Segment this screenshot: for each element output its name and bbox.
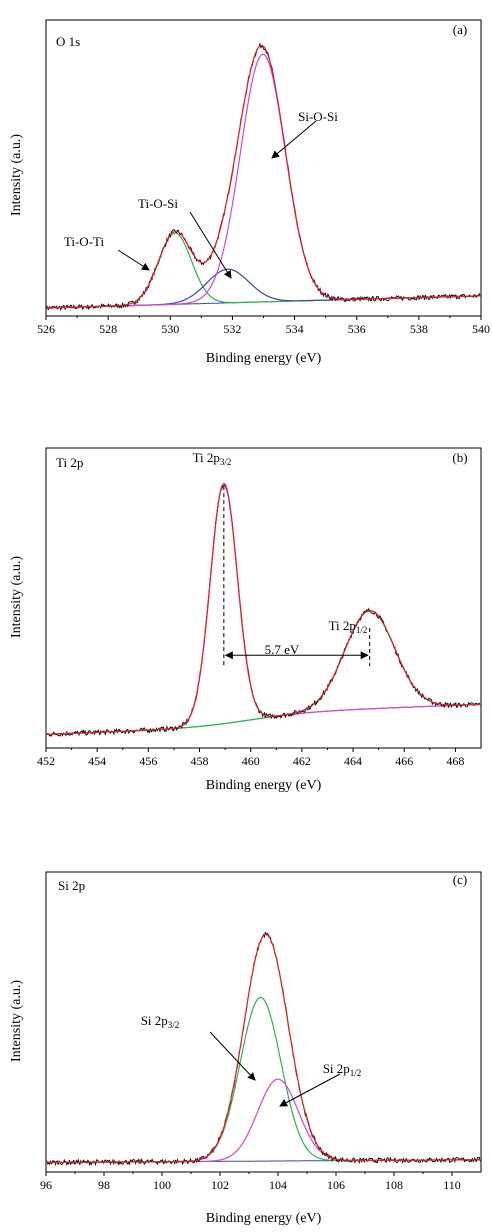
baseline-curve — [46, 703, 481, 735]
component-curve — [46, 483, 481, 735]
x-tick-label: 106 — [327, 1178, 345, 1192]
x-tick-label: 468 — [446, 754, 464, 768]
x-tick-label: 108 — [385, 1178, 403, 1192]
x-tick-label: 528 — [99, 322, 117, 336]
component-curve — [45, 1078, 481, 1164]
peak-annotation: 5.7 eV — [265, 642, 300, 657]
x-axis-label: Binding energy (eV) — [206, 778, 322, 793]
annotation-arrow — [209, 1031, 256, 1081]
raw-spectrum — [45, 43, 482, 312]
x-tick-label: 460 — [242, 754, 260, 768]
x-tick-label: 104 — [269, 1178, 287, 1192]
component-curve — [46, 53, 481, 309]
envelope-curve — [46, 483, 481, 735]
x-tick-label: 96 — [40, 1178, 52, 1192]
annotation-arrow — [117, 249, 150, 271]
x-tick-label: 532 — [223, 322, 241, 336]
raw-spectrum — [45, 930, 482, 1167]
peak-annotation: Ti 2p3/2 — [193, 450, 232, 467]
x-axis-label: Binding energy (eV) — [206, 351, 322, 366]
peak-annotation: Ti 2p1/2 — [329, 618, 368, 635]
x-axis-label: Binding energy (eV) — [206, 1211, 322, 1226]
x-tick-label: 452 — [37, 754, 55, 768]
peak-annotation: Si-O-Si — [298, 109, 338, 124]
envelope-curve — [45, 933, 481, 1164]
panel-label: (c) — [453, 872, 467, 887]
plot-frame — [45, 19, 482, 317]
annotation-arrow — [189, 211, 232, 279]
peak-annotation: Ti-O-Ti — [64, 234, 105, 249]
x-tick-label: 464 — [344, 754, 362, 768]
peak-annotation: Ti-O-Si — [138, 196, 178, 211]
component-curve — [46, 232, 481, 309]
x-tick-label: 458 — [191, 754, 209, 768]
component-curve — [46, 609, 481, 735]
peak-annotation: Si 2p1/2 — [323, 1061, 362, 1078]
x-tick-label: 110 — [443, 1178, 461, 1192]
chart-panel-3: 96 98 100 102 104 106 108 110 Binding energy (eV… — [9, 871, 482, 1226]
x-tick-label: 526 — [37, 322, 55, 336]
element-label: Ti 2p — [56, 455, 83, 470]
chart-panel-1: 526 528 530 532 534 536 538 540 Binding energy (… — [9, 19, 490, 366]
envelope-curve — [46, 44, 481, 309]
x-tick-label: 530 — [161, 322, 179, 336]
x-tick-label: 102 — [211, 1178, 229, 1192]
x-tick-label: 534 — [286, 322, 304, 336]
annotation-arrow — [279, 1073, 341, 1107]
raw-spectrum — [45, 483, 482, 737]
x-tick-label: 100 — [153, 1178, 171, 1192]
x-tick-label: 540 — [472, 322, 490, 336]
x-tick-label: 462 — [293, 754, 311, 768]
plot-frame — [45, 447, 482, 749]
panel-label: (b) — [452, 450, 467, 465]
plot-frame — [45, 871, 482, 1173]
element-label: Si 2p — [58, 878, 85, 893]
annotation-arrow — [271, 120, 317, 159]
panel-label: (a) — [453, 22, 467, 37]
y-axis-label: Intensity (a.u.) — [9, 134, 24, 216]
component-curve — [45, 996, 481, 1164]
peak-annotation: Si 2p3/2 — [141, 1013, 180, 1030]
chart-panel-2: 452 454 456 458 460 462 464 466 468 Binding energ… — [9, 447, 482, 793]
x-tick-label: 456 — [139, 754, 157, 768]
x-tick-label: 538 — [410, 322, 428, 336]
element-label: O 1s — [56, 34, 80, 49]
y-axis-label: Intensity (a.u.) — [9, 556, 24, 638]
y-axis-label: Intensity (a.u.) — [9, 980, 24, 1062]
x-tick-label: 98 — [98, 1178, 110, 1192]
x-tick-label: 466 — [395, 754, 413, 768]
x-tick-label: 454 — [88, 754, 106, 768]
x-tick-label: 536 — [348, 322, 366, 336]
